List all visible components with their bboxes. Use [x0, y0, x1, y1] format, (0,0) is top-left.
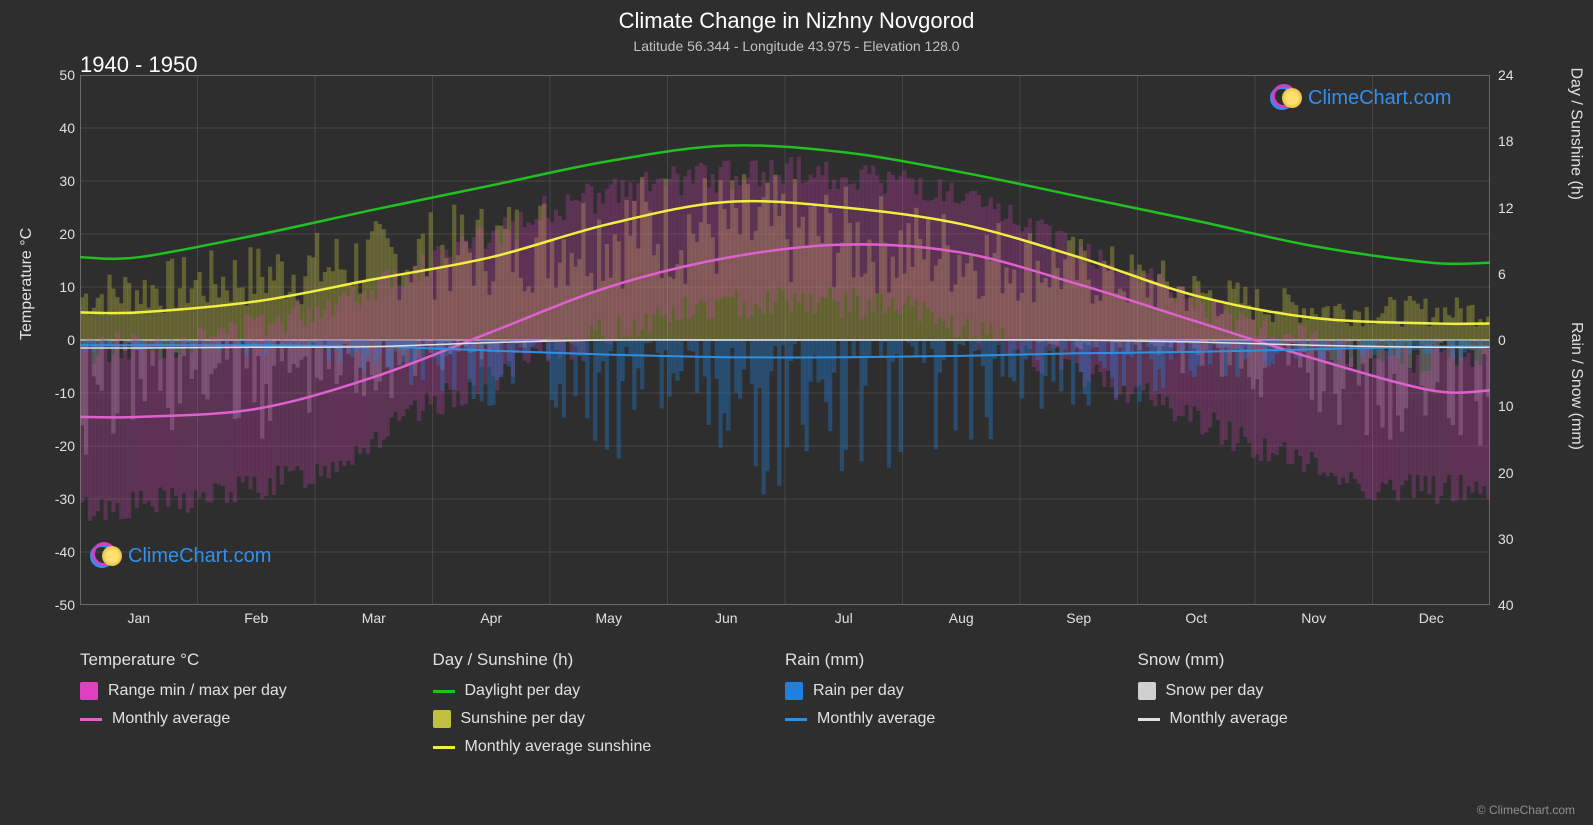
y-left-axis-label: Temperature °C: [18, 228, 36, 340]
y-right-rain-tick: 30: [1498, 531, 1538, 547]
x-month-tick: Dec: [1401, 610, 1461, 626]
legend-col-snow: Snow (mm) Snow per day Monthly average: [1138, 650, 1491, 766]
legend-col-daysunshine: Day / Sunshine (h) Daylight per day Suns…: [433, 650, 786, 766]
legend-line-swatch: [785, 718, 807, 721]
y-left-tick: -30: [35, 491, 75, 507]
legend-title: Rain (mm): [785, 650, 1138, 670]
y-left-tick: 0: [35, 332, 75, 348]
legend-item: Sunshine per day: [433, 710, 786, 728]
legend-col-temperature: Temperature °C Range min / max per day M…: [80, 650, 433, 766]
legend-label: Snow per day: [1166, 682, 1264, 700]
copyright-label: © ClimeChart.com: [1477, 803, 1575, 817]
legend-label: Monthly average sunshine: [465, 738, 652, 756]
legend-line-swatch: [433, 746, 455, 749]
y-right-rain-tick: 40: [1498, 597, 1538, 613]
x-month-tick: Jul: [814, 610, 874, 626]
y-left-tick: -40: [35, 544, 75, 560]
y-right-day-tick: 24: [1498, 67, 1538, 83]
legend-swatch: [785, 682, 803, 700]
legend-label: Monthly average: [817, 710, 935, 728]
legend-item: Monthly average: [785, 710, 1138, 728]
legend-item: Monthly average sunshine: [433, 738, 786, 756]
legend-item: Range min / max per day: [80, 682, 433, 700]
y-left-tick: 30: [35, 173, 75, 189]
y-left-tick: -20: [35, 438, 75, 454]
y-right-day-tick: 0: [1498, 332, 1538, 348]
legend-line-swatch: [80, 718, 102, 721]
legend-item: Rain per day: [785, 682, 1138, 700]
brand-logo-top: ClimeChart.com: [1270, 82, 1451, 114]
y-left-tick: 20: [35, 226, 75, 242]
legend: Temperature °C Range min / max per day M…: [80, 650, 1490, 766]
y-right-rain-tick: 20: [1498, 465, 1538, 481]
y-left-tick: 50: [35, 67, 75, 83]
y-left-tick: -50: [35, 597, 75, 613]
legend-item: Monthly average: [1138, 710, 1491, 728]
chart-subtitle: Latitude 56.344 - Longitude 43.975 - Ele…: [0, 34, 1593, 54]
y-right-day-tick: 12: [1498, 200, 1538, 216]
brand-logo-bottom: ClimeChart.com: [90, 540, 271, 572]
legend-title: Day / Sunshine (h): [433, 650, 786, 670]
x-month-tick: Apr: [461, 610, 521, 626]
x-month-tick: Nov: [1284, 610, 1344, 626]
x-month-tick: May: [579, 610, 639, 626]
legend-label: Range min / max per day: [108, 682, 287, 700]
legend-title: Snow (mm): [1138, 650, 1491, 670]
legend-line-swatch: [433, 690, 455, 693]
legend-label: Monthly average: [1170, 710, 1288, 728]
chart-title: Climate Change in Nizhny Novgorod: [0, 0, 1593, 34]
legend-line-swatch: [1138, 718, 1160, 721]
y-left-tick: -10: [35, 385, 75, 401]
y-right-bot-axis-label: Rain / Snow (mm): [1567, 322, 1585, 450]
y-right-top-axis-label: Day / Sunshine (h): [1567, 67, 1585, 200]
legend-item: Daylight per day: [433, 682, 786, 700]
brand-text: ClimeChart.com: [1308, 87, 1451, 110]
legend-label: Sunshine per day: [461, 710, 586, 728]
brand-text: ClimeChart.com: [128, 545, 271, 568]
x-month-tick: Mar: [344, 610, 404, 626]
x-month-tick: Feb: [226, 610, 286, 626]
legend-title: Temperature °C: [80, 650, 433, 670]
y-right-day-tick: 6: [1498, 266, 1538, 282]
x-month-tick: Jan: [109, 610, 169, 626]
chart-plot-area: [80, 75, 1490, 605]
y-right-rain-tick: 10: [1498, 398, 1538, 414]
legend-item: Snow per day: [1138, 682, 1491, 700]
logo-icon: [90, 540, 122, 572]
legend-col-rain: Rain (mm) Rain per day Monthly average: [785, 650, 1138, 766]
y-right-day-tick: 18: [1498, 133, 1538, 149]
legend-swatch: [1138, 682, 1156, 700]
x-month-tick: Sep: [1049, 610, 1109, 626]
legend-label: Monthly average: [112, 710, 230, 728]
logo-icon: [1270, 82, 1302, 114]
x-month-tick: Jun: [696, 610, 756, 626]
legend-swatch: [433, 710, 451, 728]
legend-label: Rain per day: [813, 682, 904, 700]
legend-label: Daylight per day: [465, 682, 581, 700]
x-month-tick: Oct: [1166, 610, 1226, 626]
y-left-tick: 40: [35, 120, 75, 136]
legend-swatch: [80, 682, 98, 700]
legend-item: Monthly average: [80, 710, 433, 728]
x-month-tick: Aug: [931, 610, 991, 626]
y-left-tick: 10: [35, 279, 75, 295]
